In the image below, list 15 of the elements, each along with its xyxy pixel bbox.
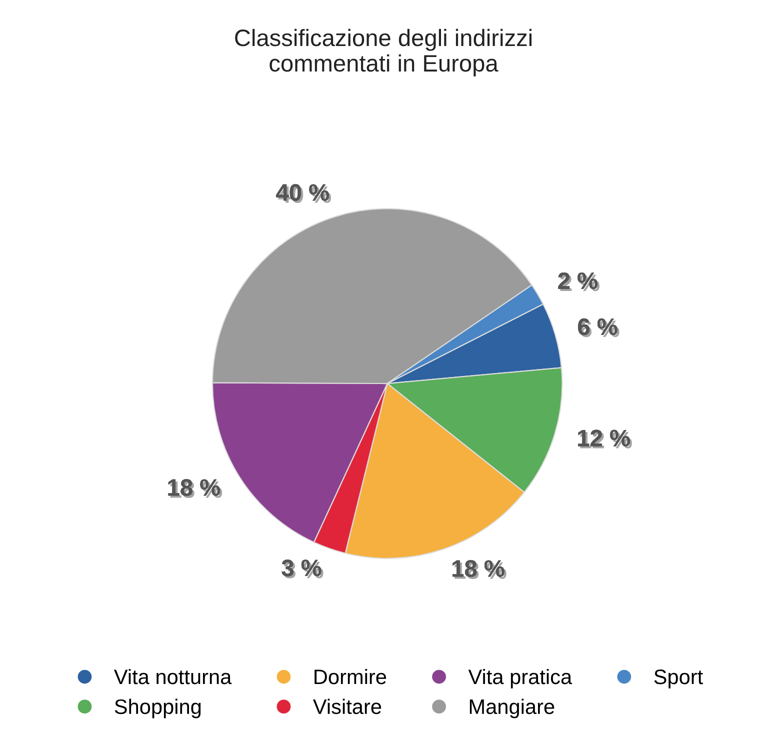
data-label: 2 % <box>558 272 600 292</box>
data-label: 12 % <box>578 430 632 448</box>
data-label: 6 % <box>578 318 620 338</box>
legend-label: Visitare <box>312 698 382 714</box>
data-label: 18 % <box>168 479 222 498</box>
data-label: 40 % <box>276 184 332 203</box>
legend-label: Mangiare <box>470 698 554 718</box>
data-label: 18 % <box>452 560 506 579</box>
legend-label: Dormire <box>314 668 386 684</box>
legend-label: Vita pratica <box>468 668 572 688</box>
legend-label: Shopping <box>114 698 201 718</box>
legend-label: Vita notturna <box>114 668 232 684</box>
legend-label: Sport <box>654 670 703 688</box>
chart-title: Classificazione degli indirizzi commentati in Europa <box>235 28 532 76</box>
data-label: 3 % <box>282 560 324 578</box>
